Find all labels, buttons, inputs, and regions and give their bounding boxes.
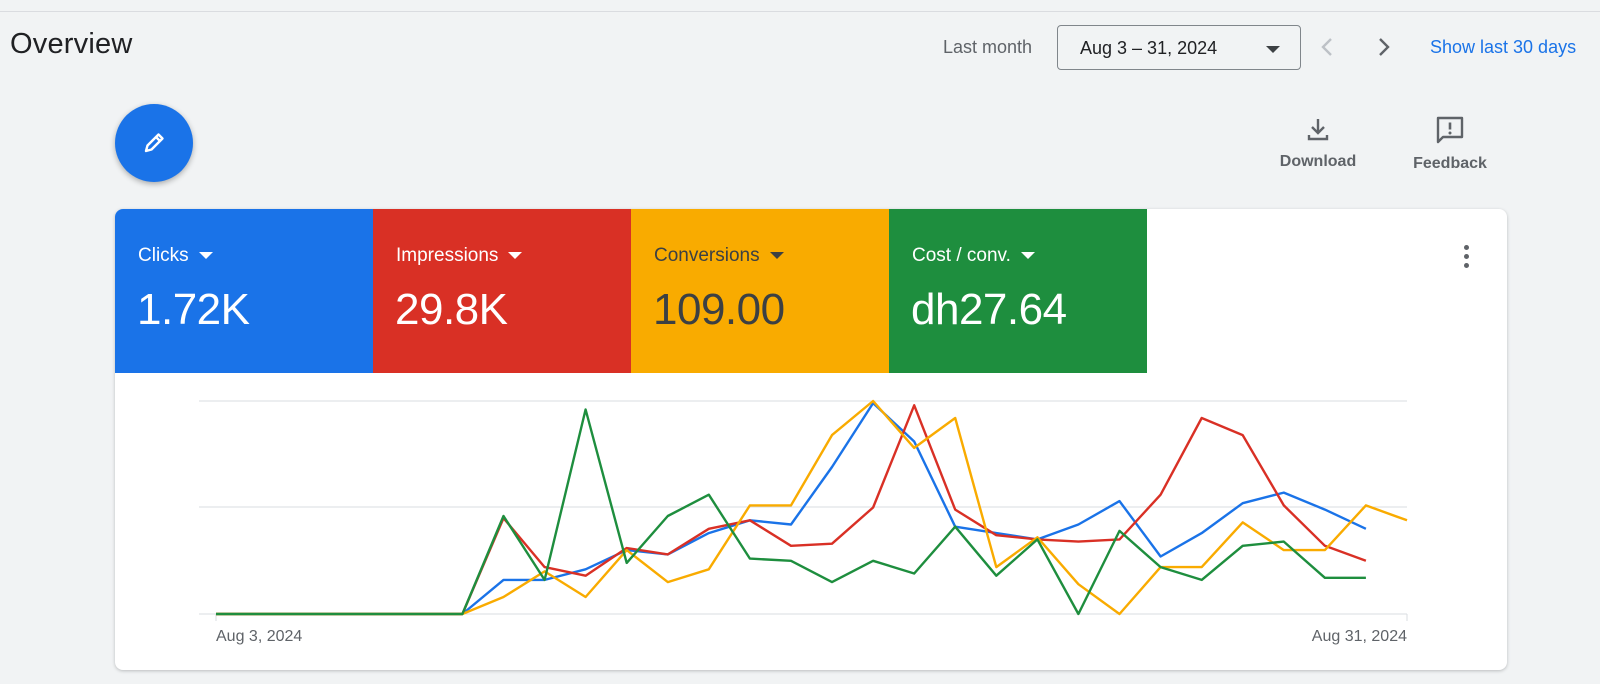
top-divider: [0, 11, 1600, 12]
metric-value: 29.8K: [395, 285, 508, 334]
caret-down-icon: [198, 252, 213, 260]
metric-tile-conversions[interactable]: Conversions 109.00: [631, 209, 889, 373]
feedback-button[interactable]: Feedback: [1408, 114, 1492, 173]
download-button[interactable]: Download: [1276, 114, 1360, 171]
feedback-icon: [1436, 116, 1464, 144]
caret-down-icon: [1266, 46, 1280, 53]
metric-name: Cost / conv.: [912, 245, 1035, 267]
download-icon: [1307, 119, 1329, 141]
chevron-right-icon: [1379, 38, 1390, 56]
show-last-30-days-link[interactable]: Show last 30 days: [1430, 37, 1577, 57]
metric-tile-impressions[interactable]: Impressions 29.8K: [373, 209, 631, 373]
caret-down-icon: [769, 252, 784, 260]
pencil-icon: [144, 133, 164, 153]
more-vert-icon: [1461, 245, 1471, 268]
metric-value: 109.00: [653, 285, 785, 334]
x-tick-label-end: Aug 31, 2024: [1312, 628, 1407, 645]
date-range-select[interactable]: Aug 3 – 31, 2024: [1057, 25, 1301, 70]
download-label: Download: [1279, 153, 1357, 170]
date-range-value: Aug 3 – 31, 2024: [1080, 38, 1218, 58]
metric-tile-cost-per-conv[interactable]: Cost / conv. dh27.64: [889, 209, 1147, 373]
chevron-left-icon: [1321, 38, 1332, 56]
metric-name: Clicks: [138, 245, 213, 267]
metric-name: Conversions: [654, 245, 784, 267]
series-line-impressions: [216, 404, 1367, 616]
metric-tile-clicks[interactable]: Clicks 1.72K: [115, 209, 373, 373]
metric-value: 1.72K: [137, 285, 250, 334]
x-tick-label-start: Aug 3, 2024: [216, 628, 302, 645]
previous-period-button[interactable]: [1314, 32, 1342, 62]
date-range-label: Last month: [943, 37, 1033, 57]
more-options-button[interactable]: [1461, 245, 1471, 275]
caret-down-icon: [508, 252, 523, 260]
performance-card: Clicks 1.72K Impressions 29.8K Conversio…: [115, 209, 1507, 670]
feedback-label: Feedback: [1413, 155, 1487, 172]
metric-name: Impressions: [396, 245, 523, 267]
line-chart: Aug 3, 2024 Aug 31, 2024: [199, 399, 1408, 645]
next-period-button[interactable]: [1370, 32, 1398, 62]
edit-button[interactable]: [115, 104, 193, 182]
page-title: Overview: [10, 28, 133, 60]
series-layer: [216, 399, 1408, 616]
metric-value: dh27.64: [911, 285, 1067, 334]
series-line-cost-conv: [216, 408, 1366, 616]
caret-down-icon: [1020, 252, 1035, 260]
